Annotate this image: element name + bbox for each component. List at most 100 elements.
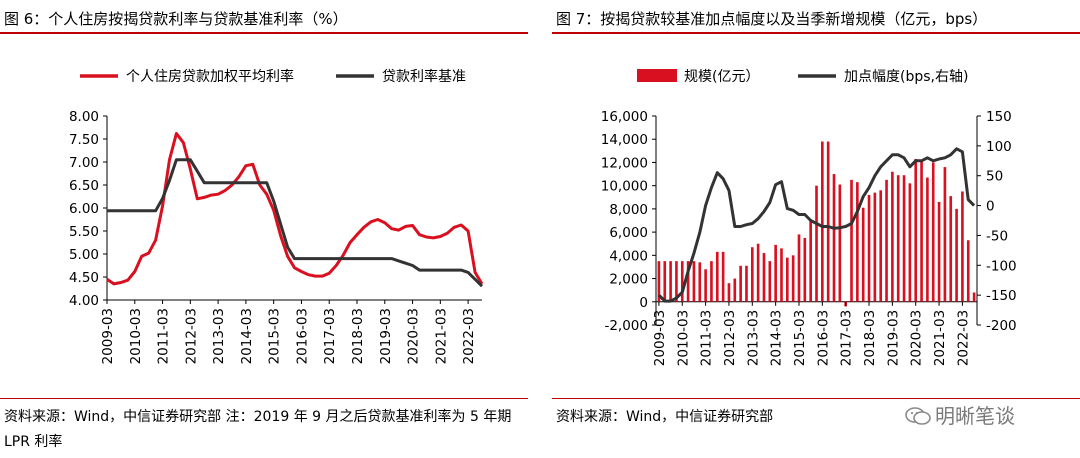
y-right-tick-label: -100 [986, 258, 1017, 274]
bar [809, 220, 812, 302]
bar [756, 243, 760, 302]
y-left-tick-label: 2,000 [609, 272, 648, 288]
x-tick-label: 2020-03 [406, 308, 422, 364]
series-line-1 [106, 132, 484, 286]
left-chart: 个人住房贷款加权平均利率 贷款利率基准 4.00 4.50 5.00 5.50 6.00 6.… [69, 68, 484, 364]
x-tick-label: 2016-03 [815, 310, 831, 366]
bar [803, 237, 807, 302]
bar [873, 192, 877, 302]
left-figure: 图 6：个人住房按揭贷款利率与贷款基准利率（%） 个人住房贷款加权平均利率 贷款利… [0, 0, 530, 458]
y-left-tick-label: 0 [639, 295, 648, 311]
series-line-2 [107, 158, 484, 288]
y-left-tick-label: 4,000 [609, 248, 648, 264]
x-tick-label: 2016-03 [294, 308, 310, 364]
bar [739, 265, 742, 302]
bar [879, 190, 883, 302]
bar [896, 175, 900, 302]
y-right-tick-label: 100 [986, 139, 1012, 155]
y-right-tick-label: -50 [986, 228, 1008, 244]
bar [780, 248, 783, 302]
left-bottom-rule [0, 398, 528, 399]
y-right-tick-label: 150 [986, 109, 1012, 125]
legend-label-1: 个人住房贷款加权平均利率 [126, 68, 294, 85]
x-tick-label: 2010-03 [675, 310, 691, 366]
x-tick-label: 2017-03 [839, 310, 855, 366]
bar [914, 158, 918, 302]
x-tick-label: 2021-03 [433, 308, 449, 364]
x-tick-label: 2018-03 [350, 308, 366, 364]
x-tick-label: 2013-03 [745, 310, 761, 366]
bar [663, 261, 667, 302]
y-right-tick-label: 0 [986, 199, 995, 215]
bar [826, 141, 830, 302]
x-tick-label: 2021-03 [932, 310, 948, 366]
right-figure-title: 图 7：按揭贷款较基准加点幅度以及当季新增规模（亿元，bps） [556, 10, 988, 28]
y-tick-label: 7.00 [69, 155, 99, 171]
watermark-text: 明晰笔谈 [935, 404, 1015, 428]
y-tick-label: 6.00 [69, 201, 99, 217]
x-tick-label: 2010-03 [128, 308, 144, 364]
bar [762, 253, 766, 302]
y-left-tick-label: 8,000 [609, 202, 648, 218]
y-right-tick-label: 50 [986, 169, 1003, 185]
bar [750, 247, 754, 302]
x-tick-label: 2017-03 [322, 308, 338, 364]
x-tick-label: 2022-03 [461, 308, 477, 364]
left-figure-title: 图 6：个人住房按揭贷款利率与贷款基准利率（%） [4, 10, 348, 28]
x-tick-label: 2009-03 [652, 310, 668, 366]
x-tick-label: 2019-03 [378, 308, 394, 364]
bar [774, 244, 777, 302]
bar [943, 167, 947, 302]
wechat-icon [905, 407, 931, 425]
bar [926, 177, 929, 302]
legend-label-2: 加点幅度(bps,右轴) [844, 69, 968, 85]
right-chart: 规模(亿元） 加点幅度(bps,右轴) -2,000 0 2,000 4,000 6,000… [601, 69, 1017, 366]
bar [850, 179, 853, 302]
y-left-tick-label: 10,000 [601, 179, 648, 195]
bar [680, 261, 684, 302]
y-left-tick-label: 16,000 [601, 109, 648, 125]
bar [786, 257, 789, 302]
y-right-tick-label: -150 [986, 288, 1017, 304]
left-title-rule [0, 32, 528, 34]
y-left-tick-label: 6,000 [609, 225, 648, 241]
y-tick-label: 4.00 [69, 293, 99, 309]
x-tick-label: 2018-03 [862, 310, 878, 366]
bar [710, 261, 713, 302]
y-tick-label: 8.00 [69, 109, 99, 125]
bar [949, 196, 953, 302]
bar [669, 261, 672, 302]
bar [692, 261, 696, 302]
x-tick-label: 2014-03 [239, 308, 255, 364]
y-tick-label: 5.50 [69, 224, 99, 240]
bar [704, 269, 707, 302]
y-left-tick-label: 14,000 [601, 132, 648, 148]
y-right-tick-label: -200 [986, 318, 1017, 334]
bar [885, 179, 888, 302]
x-tick-label: 2014-03 [769, 310, 785, 366]
bar [867, 194, 871, 302]
bar [891, 171, 894, 302]
bar [920, 161, 923, 302]
bar [838, 184, 842, 302]
x-tick-label: 2015-03 [792, 310, 808, 366]
bar [961, 191, 964, 302]
bar [815, 185, 818, 302]
bar [727, 283, 731, 302]
bar [657, 261, 661, 302]
bar [937, 201, 941, 302]
bar [931, 162, 935, 302]
bar [797, 234, 801, 302]
legend-label-2: 贷款利率基准 [382, 68, 466, 85]
bar [768, 261, 772, 302]
bar [832, 174, 836, 302]
x-tick-label: 2020-03 [909, 310, 925, 366]
y-tick-label: 4.50 [69, 270, 99, 286]
bar [821, 141, 824, 302]
x-tick-label: 2011-03 [156, 308, 172, 364]
bar [955, 208, 958, 302]
left-figure-source: 资料来源：Wind，中信证券研究部 注：2019 年 9 月之后贷款基准利率为 … [4, 409, 512, 450]
x-tick-label: 2015-03 [267, 308, 283, 364]
bar [861, 207, 865, 302]
bar [715, 251, 719, 302]
